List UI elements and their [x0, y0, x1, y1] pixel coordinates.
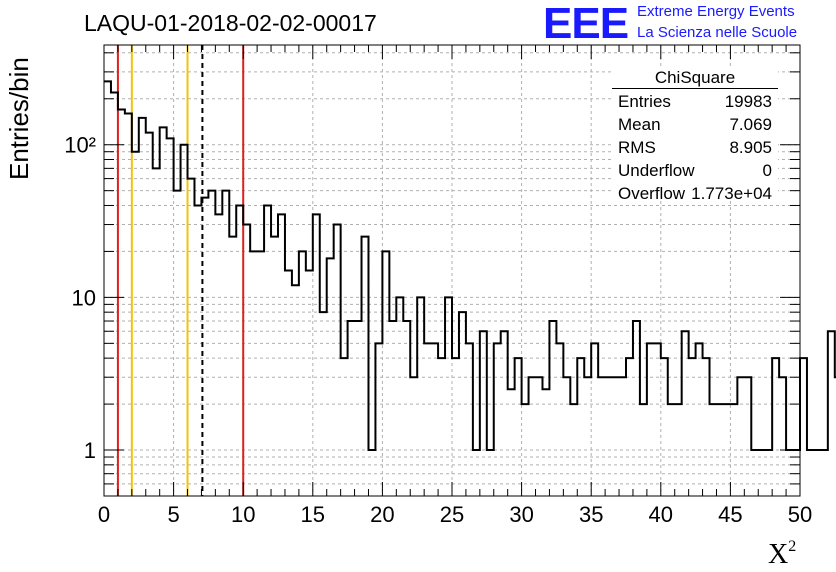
x-tick-label: 10 — [231, 502, 255, 527]
x-tick-label: 5 — [167, 502, 179, 527]
y-tick-label: 1 — [84, 438, 96, 463]
stats-divider — [612, 88, 778, 89]
x-tick-label: 35 — [579, 502, 603, 527]
x-tick-label: 45 — [718, 502, 742, 527]
logo-line-1: Extreme Energy Events — [637, 3, 795, 20]
stats-row-mean: Mean 7.069 — [618, 115, 772, 137]
stats-key: Overflow — [618, 184, 686, 203]
histogram-line — [104, 80, 836, 452]
x-tick-label: 15 — [301, 502, 325, 527]
x-tick-label: 20 — [370, 502, 394, 527]
eee-logo: EEE — [543, 0, 629, 48]
stats-title: ChiSquare — [654, 68, 736, 87]
stats-row-entries: Entries 19983 — [618, 92, 772, 114]
y-tick-label: 10² — [64, 133, 96, 158]
stats-value: 0 — [762, 161, 772, 180]
stats-row-rms: RMS 8.905 — [618, 138, 772, 160]
stats-key: Entries — [618, 92, 671, 111]
x-tick-label: 25 — [440, 502, 464, 527]
stats-row-underflow: Underflow 0 — [618, 161, 772, 183]
stats-key: RMS — [618, 138, 656, 157]
stats-value: 8.905 — [729, 138, 772, 157]
stats-value: 1.773e+04 — [691, 184, 772, 203]
x-tick-label: 0 — [98, 502, 110, 527]
stats-key: Mean — [618, 115, 661, 134]
x-tick-label: 50 — [788, 502, 812, 527]
logo-line-2: La Scienza nelle Scuole — [637, 24, 798, 41]
stats-value: 19983 — [724, 92, 772, 111]
marker-lines — [116, 45, 245, 496]
stats-value: 7.069 — [729, 115, 772, 134]
stats-box: ChiSquare Entries 19983 Mean 7.069 RMS 8… — [612, 68, 778, 203]
stats-key: Underflow — [618, 161, 695, 180]
y-tick-label: 10 — [72, 285, 96, 310]
y-axis-label: Entries/bin — [4, 57, 34, 180]
x-tick-label: 40 — [649, 502, 673, 527]
stats-row-overflow: Overflow 1.773e+04 — [618, 184, 772, 206]
axes: 0 5 10 15 20 25 30 35 40 45 50 1 10 10² — [64, 45, 812, 527]
chart-title: LAQU-01-2018-02-02-00017 — [84, 10, 377, 36]
x-tick-label: 30 — [509, 502, 533, 527]
x-axis-label: X2 — [768, 538, 797, 570]
